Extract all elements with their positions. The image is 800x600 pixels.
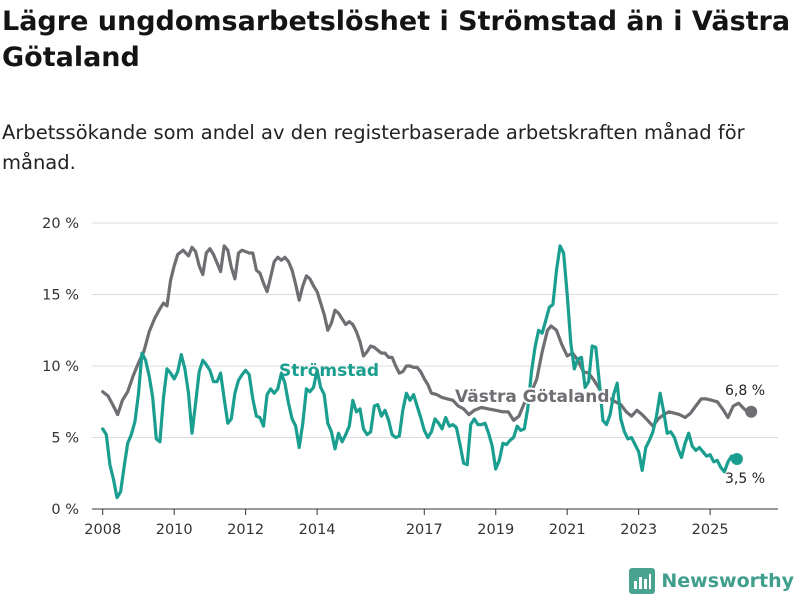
end-point-vastra-gotaland (745, 405, 758, 418)
series-labels: Strömstad Västra Götaland 6,8 % 3,5 % (279, 361, 765, 487)
x-tick-label: 2019 (477, 522, 514, 538)
x-tick-label: 2025 (692, 522, 729, 538)
end-label-stromstad: 3,5 % (725, 471, 765, 487)
x-tick-label: 2014 (299, 522, 336, 538)
y-tick-label: 5 % (51, 431, 79, 447)
y-tick-label: 0 % (51, 502, 79, 518)
bar-chart-logo-icon (629, 568, 656, 594)
axes: 0 % 5 % 10 % 15 % 20 % 2008 2010 2012 2014 2017 20… (42, 216, 778, 538)
end-point-stromstad (730, 452, 743, 465)
x-tick-label: 2008 (84, 522, 121, 538)
x-tick-label: 2012 (227, 522, 264, 538)
chart-subtitle: Arbetssökande som andel av den registerb… (2, 121, 745, 174)
x-tick-label: 2010 (156, 522, 193, 538)
x-tick-label: 2017 (406, 522, 443, 538)
brand-name: Newsworthy (661, 570, 794, 592)
chart-title: Lägre ungdomsarbetslöshet i Strömstad än… (2, 6, 791, 73)
end-label-vastra-gotaland: 6,8 % (725, 383, 765, 399)
series-lines (101, 244, 758, 500)
series-label-vastra-gotaland: Västra Götaland (455, 387, 610, 407)
series-label-stromstad: Strömstad (279, 361, 379, 381)
x-tick-label: 2023 (620, 522, 657, 538)
series-line-vastra-gotaland (101, 244, 753, 428)
series-line-stromstad (101, 244, 739, 500)
y-tick-label: 15 % (42, 288, 79, 304)
x-tick-label: 2021 (549, 522, 586, 538)
y-tick-label: 20 % (42, 216, 79, 232)
y-tick-label: 10 % (42, 359, 79, 375)
grid-lines (92, 222, 778, 438)
brand-logo: Newsworthy (629, 568, 794, 594)
